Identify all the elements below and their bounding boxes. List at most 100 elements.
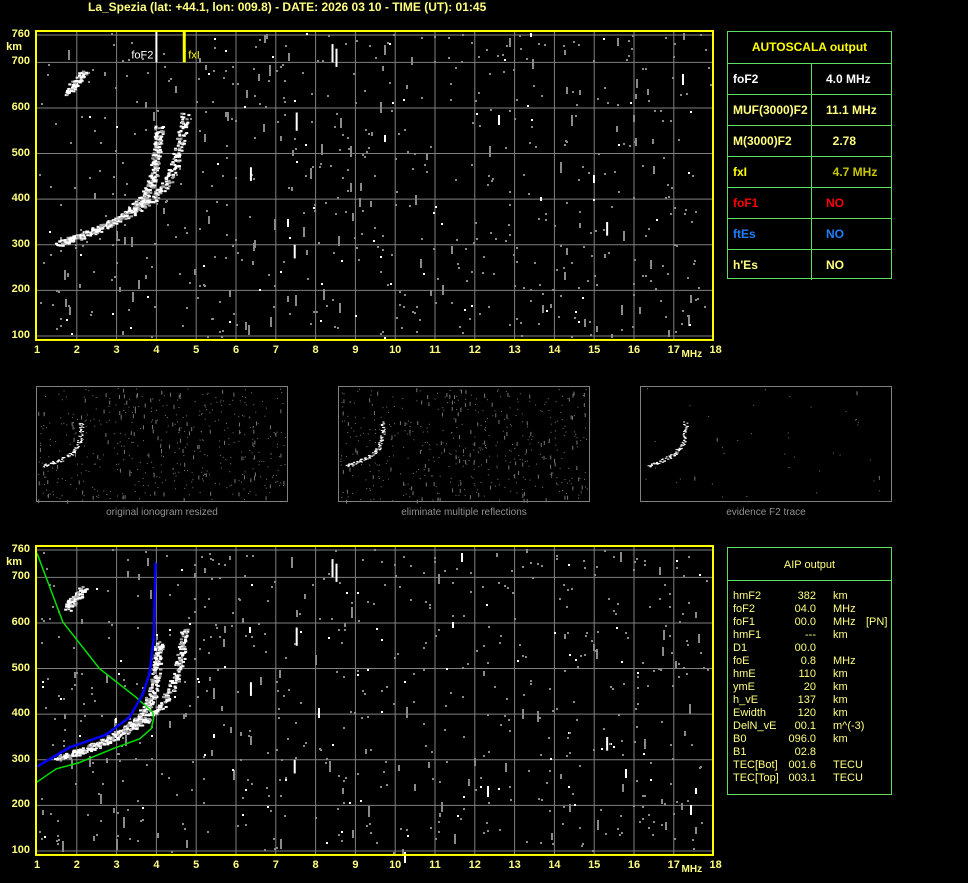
echo-dot — [461, 553, 463, 562]
echo-dot — [411, 486, 413, 491]
echo-dot — [550, 758, 552, 760]
echo-dot — [352, 453, 354, 455]
echo-dot — [202, 467, 204, 469]
echo-dot — [165, 479, 167, 481]
echo-dot — [584, 478, 586, 480]
echo-dot — [565, 431, 567, 433]
o-trace-echo — [148, 702, 152, 705]
autoscala-row: ftEs NO — [728, 219, 891, 250]
echo-dot — [406, 829, 408, 831]
o-trace-echo — [94, 233, 98, 236]
echo-dot — [131, 411, 133, 413]
echo-dot — [144, 492, 146, 494]
echo-dot — [590, 334, 592, 336]
aip-key: TEC[Top] — [733, 772, 779, 784]
o-trace-echo — [157, 162, 161, 165]
echo-dot — [129, 469, 131, 474]
autoscala-row: h'Es NO — [728, 250, 891, 280]
echo-dot — [513, 254, 515, 256]
echo-dot — [85, 470, 87, 472]
echo-dot — [276, 70, 278, 72]
echo-dot — [559, 467, 561, 469]
echo-dot — [280, 136, 282, 141]
echo-dot — [264, 415, 266, 417]
o-trace-echo — [153, 647, 157, 650]
echo-dot — [409, 429, 411, 434]
x-trace-echo — [173, 148, 177, 151]
o-trace-echo — [155, 696, 159, 699]
echo-dot — [366, 151, 368, 153]
echo-dot — [212, 318, 214, 320]
echo-dot — [92, 453, 94, 455]
f2-trace-echo — [350, 462, 353, 464]
echo-dot — [137, 595, 139, 597]
echo-dot — [634, 141, 636, 143]
echo-dot — [394, 657, 396, 659]
f2-trace-echo — [677, 448, 680, 450]
second-hop-echo — [81, 591, 85, 594]
x-trace-echo — [157, 192, 161, 195]
f2-trace-echo — [54, 463, 57, 465]
echo-dot — [399, 291, 401, 293]
echo-dot — [530, 683, 532, 685]
echo-dot — [252, 442, 254, 447]
echo-dot — [686, 93, 688, 95]
echo-dot — [352, 462, 354, 464]
echo-dot — [184, 488, 186, 490]
echo-dot — [436, 392, 438, 394]
echo-dot — [423, 669, 425, 671]
o-trace-echo — [63, 754, 67, 757]
echo-dot — [456, 395, 458, 397]
echo-dot — [214, 482, 216, 484]
echo-dot — [480, 449, 482, 451]
o-trace-echo — [145, 708, 149, 711]
echo-dot — [588, 172, 590, 174]
x-trace-echo — [174, 681, 178, 684]
f2-trace-echo — [381, 424, 384, 426]
x-trace-echo — [142, 200, 146, 203]
echo-dot — [464, 309, 466, 311]
o-trace-echo — [99, 224, 103, 227]
echo-dot — [659, 598, 661, 600]
echo-dot — [531, 126, 533, 128]
echo-dot — [333, 252, 335, 254]
echo-dot — [532, 59, 534, 69]
echo-dot — [636, 726, 638, 728]
echo-dot — [318, 242, 320, 244]
echo-dot — [184, 681, 186, 683]
o-trace-echo — [67, 242, 71, 245]
echo-dot — [160, 455, 162, 457]
echo-dot — [43, 471, 45, 476]
second-hop-echo — [85, 588, 89, 591]
echo-dot — [381, 639, 383, 641]
second-hop-echo — [81, 585, 85, 588]
echo-dot — [235, 177, 237, 179]
echo-dot — [413, 439, 415, 441]
o-trace-echo — [97, 744, 101, 747]
f2-trace-echo — [69, 452, 72, 454]
noise-echoes — [39, 33, 712, 339]
echo-dot — [388, 455, 390, 457]
echo-dot — [584, 472, 586, 474]
echo-dot — [403, 99, 405, 101]
x-trace-echo — [160, 702, 164, 705]
echo-dot — [51, 467, 53, 469]
echo-dot — [378, 476, 380, 478]
echo-dot — [154, 491, 156, 496]
echo-dot — [300, 631, 302, 633]
echo-dot — [48, 456, 50, 458]
echo-dot — [124, 434, 126, 436]
echo-dot — [64, 270, 66, 280]
echo-dot — [173, 404, 175, 409]
echo-dot — [482, 272, 484, 274]
second-hop-echo — [81, 70, 85, 73]
echo-dot — [138, 280, 140, 289]
x-trace-echo — [174, 159, 178, 162]
o-trace-echo — [155, 162, 159, 165]
echo-dot — [136, 388, 138, 390]
echo-dot — [523, 491, 525, 496]
second-hop-echo — [85, 73, 89, 76]
o-trace-echo — [154, 159, 158, 162]
o-trace-echo — [146, 198, 150, 201]
echo-dot — [458, 435, 460, 440]
